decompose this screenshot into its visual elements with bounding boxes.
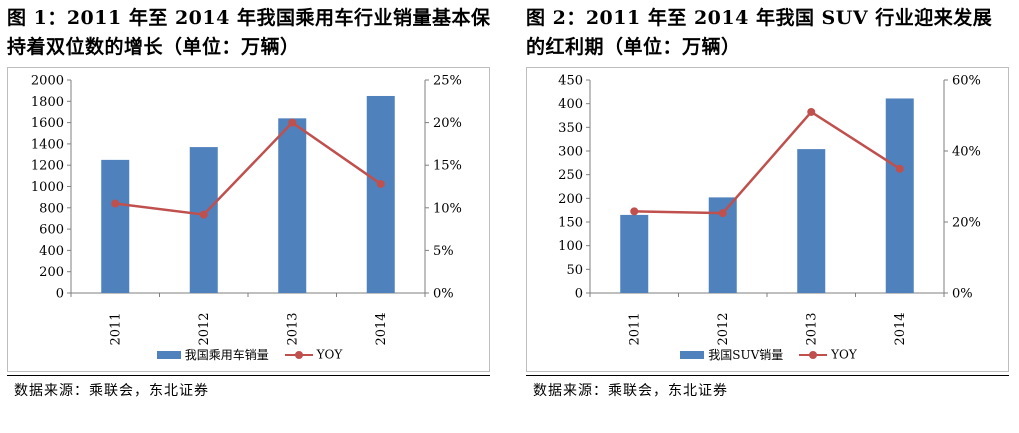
y-left-tick-label: 1000 xyxy=(31,180,64,195)
y-left-tick-label: 800 xyxy=(39,201,64,216)
figure-2-panel: 图 2：2011 年至 2014 年我国 SUV 行业迎来发展的红利期（单位：万… xyxy=(519,0,1019,433)
figure-2-legend: 我国SUV销量 YOY xyxy=(527,346,1010,363)
x-tick-label: 2014 xyxy=(893,312,908,345)
y-right-tick-label: 60% xyxy=(952,74,981,89)
yoy-point-2013 xyxy=(807,107,816,116)
legend-bar-label: 我国乘用车销量 xyxy=(184,348,269,362)
yoy-point-2011 xyxy=(111,199,120,208)
yoy-point-2014 xyxy=(376,179,385,188)
y-left-tick-label: 150 xyxy=(558,216,583,231)
bar-2014 xyxy=(885,98,914,294)
y-left-tick-label: 200 xyxy=(39,265,64,280)
y-right-tick-label: 40% xyxy=(952,145,981,160)
x-tick-label: 2014 xyxy=(374,312,389,345)
y-left-tick-label: 300 xyxy=(558,145,583,160)
y-right-tick-label: 5% xyxy=(433,244,454,259)
y-right-tick-label: 20% xyxy=(952,216,981,231)
y-left-tick-label: 0 xyxy=(575,287,583,302)
legend-item-line: YOY xyxy=(799,347,857,362)
legend-line-label: YOY xyxy=(831,347,857,362)
figure-2-title: 图 2：2011 年至 2014 年我国 SUV 行业迎来发展的红利期（单位：万… xyxy=(526,7,993,58)
x-tick-label: 2011 xyxy=(108,312,123,345)
legend-line-swatch xyxy=(799,350,828,360)
figure-1-panel: 图 1：2011 年至 2014 年我国乘用车行业销量基本保持着双位数的增长（单… xyxy=(0,0,500,433)
y-left-tick-label: 1600 xyxy=(31,116,64,131)
bar-2011 xyxy=(101,159,130,293)
source-divider xyxy=(526,375,1009,376)
yoy-point-2012 xyxy=(199,210,208,219)
y-left-tick-label: 50 xyxy=(566,263,583,278)
yoy-line xyxy=(115,120,382,216)
legend-bar-swatch xyxy=(680,350,705,359)
bar-2011 xyxy=(620,214,649,293)
y-right-tick-label: 10% xyxy=(433,201,462,216)
y-left-tick-label: 600 xyxy=(39,223,64,238)
y-left-tick-label: 0 xyxy=(56,287,64,302)
bar-2013 xyxy=(278,118,307,293)
figure-2-chart: 0 50 100 150 200 250 300 350 400 450 0% 20% 40% 60% 20… xyxy=(526,67,1009,372)
y-left-tick-label: 1800 xyxy=(31,95,64,110)
y-right-tick-label: 0% xyxy=(952,287,973,302)
y-left-tick-label: 450 xyxy=(558,74,583,89)
x-tick-label: 2012 xyxy=(197,312,212,345)
bar-2012 xyxy=(189,147,218,293)
figure-1-source: 数据来源：乘联会，东北证券 xyxy=(14,383,209,399)
legend-bar-label: 我国SUV销量 xyxy=(708,348,784,362)
y-right-tick-label: 15% xyxy=(433,159,462,174)
yoy-line xyxy=(634,110,901,215)
y-left-tick-label: 2000 xyxy=(31,74,64,89)
legend-item-bar: 我国SUV销量 xyxy=(680,346,783,363)
y-left-tick-label: 350 xyxy=(558,121,583,136)
legend-bar-swatch xyxy=(156,350,181,359)
y-left-tick-label: 1400 xyxy=(31,137,64,152)
source-divider xyxy=(7,375,490,376)
y-left-tick-label: 1200 xyxy=(31,159,64,174)
x-tick-label: 2012 xyxy=(716,312,731,345)
y-left-tick-label: 400 xyxy=(39,244,64,259)
x-tick-label: 2013 xyxy=(804,312,819,345)
x-tick-label: 2013 xyxy=(285,312,300,345)
y-left-tick-label: 200 xyxy=(558,192,583,207)
y-left-tick-label: 400 xyxy=(558,97,583,112)
y-left-tick-label: 250 xyxy=(558,168,583,183)
figure-1-chart: 0 200 400 600 800 1000 1200 1400 1600 1800 2000 0% 5… xyxy=(7,67,490,372)
figure-2-source: 数据来源：乘联会，东北证券 xyxy=(533,383,728,399)
figure-1-legend: 我国乘用车销量 YOY xyxy=(8,346,491,363)
yoy-point-2012 xyxy=(718,209,727,218)
yoy-point-2014 xyxy=(895,164,904,173)
legend-item-line: YOY xyxy=(284,347,343,362)
x-tick-label: 2011 xyxy=(627,312,642,345)
bar-2014 xyxy=(366,95,395,293)
y-right-tick-label: 25% xyxy=(433,74,462,89)
y-right-tick-label: 20% xyxy=(433,116,462,131)
legend-line-swatch xyxy=(284,350,313,360)
yoy-point-2011 xyxy=(630,207,639,216)
legend-line-label: YOY xyxy=(316,347,343,362)
yoy-point-2013 xyxy=(288,118,297,127)
y-right-tick-label: 0% xyxy=(433,287,454,302)
bar-2013 xyxy=(797,149,826,293)
figure-1-title: 图 1：2011 年至 2014 年我国乘用车行业销量基本保持着双位数的增长（单… xyxy=(7,7,491,58)
y-left-tick-label: 100 xyxy=(558,239,583,254)
legend-item-bar: 我国乘用车销量 xyxy=(156,346,269,363)
figure-2-chart-svg: 0 50 100 150 200 250 300 350 400 450 0% 20% 40% 60% 20… xyxy=(558,74,981,346)
figure-1-chart-svg: 0 200 400 600 800 1000 1200 1400 1600 1800 2000 0% 5… xyxy=(31,74,462,346)
